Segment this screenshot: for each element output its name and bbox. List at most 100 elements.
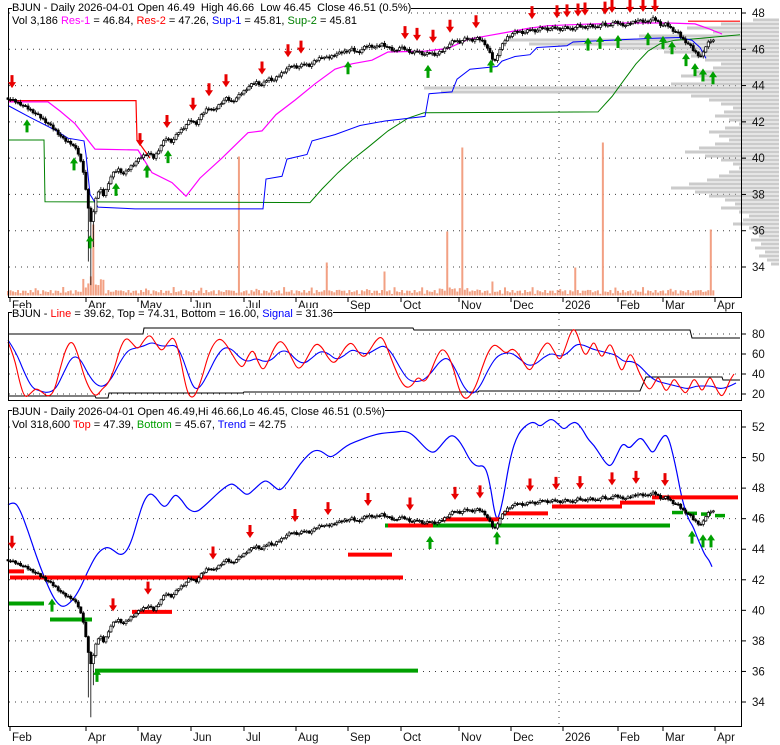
svg-text:May: May [140, 732, 162, 744]
header-segment: = 39.62, Top = 74.31, Bottom = 16.00, [71, 308, 263, 320]
svg-text:Sep: Sep [350, 300, 370, 312]
header-segment: Vol 318,600 [12, 419, 73, 431]
svg-text:Mar: Mar [665, 300, 685, 312]
bottom-panel-indicator-values: Vol 318,600 Top = 47.39, Bottom = 45.67,… [12, 419, 287, 432]
svg-text:2026: 2026 [565, 300, 591, 312]
resistance-level-segments [8, 495, 738, 614]
top-band-line [8, 327, 740, 339]
oscillator-line [7, 329, 735, 399]
sup2-line [8, 34, 741, 204]
header-segment: = 45.81 [316, 15, 357, 27]
support-dashes [672, 510, 725, 518]
gridlines [9, 12, 740, 268]
top-panel-indicator-values: Vol 3,186 Res-1 = 46.84, Res-2 = 47.26, … [12, 15, 357, 28]
svg-text:40: 40 [752, 605, 765, 617]
sup1-line [7, 36, 707, 210]
panel-frame [8, 8, 742, 298]
signal-line [7, 339, 737, 394]
svg-text:Jul: Jul [246, 732, 261, 744]
y-axis-labels: 80 60 40 20 [741, 329, 765, 401]
svg-text:42: 42 [752, 117, 765, 129]
y-axis-labels: 48 46 44 42 40 38 36 34 [741, 8, 765, 274]
volume-bars [7, 142, 715, 296]
svg-text:48: 48 [752, 8, 765, 20]
header-segment: = 45.81, [241, 15, 288, 27]
svg-text:20: 20 [752, 389, 765, 401]
header-segment: Sup-1 [212, 15, 242, 27]
top-panel-title: BJUN - Daily 2026-04-01 Open 46.49 High … [12, 2, 412, 15]
candlesticks [6, 15, 715, 286]
svg-text:Aug: Aug [298, 732, 318, 744]
trend-line [7, 418, 713, 607]
svg-text:60: 60 [752, 349, 765, 361]
volume-profile-histogram [424, 18, 779, 266]
svg-text:80: 80 [752, 329, 765, 341]
svg-text:34: 34 [752, 262, 765, 274]
svg-text:Apr: Apr [717, 300, 735, 312]
svg-text:Feb: Feb [12, 732, 32, 744]
svg-text:Mar: Mar [665, 732, 685, 744]
svg-text:Nov: Nov [461, 732, 482, 744]
svg-text:42: 42 [752, 575, 765, 587]
header-segment: = 42.75 [246, 419, 287, 431]
buy-arrows [48, 530, 715, 682]
header-segment: Res-1 [60, 15, 91, 27]
sell-arrows [8, 0, 659, 147]
overlay-lines [7, 20, 741, 210]
panel-frame [8, 312, 742, 401]
bottom-band-line [8, 376, 740, 399]
svg-text:46: 46 [752, 44, 765, 56]
gridlines [9, 426, 740, 703]
svg-text:Oct: Oct [403, 732, 422, 744]
bottom-price-panel: 52 50 48 46 44 42 40 38 36 34 Feb Apr May Jun Jul Aug Se… [6, 410, 765, 744]
svg-text:38: 38 [752, 636, 765, 648]
header-segment: BJUN - Daily 2026-04-01 Open 46.49,Hi 46… [12, 406, 385, 418]
header-segment: = 47.39, [90, 419, 137, 431]
svg-text:Feb: Feb [620, 300, 640, 312]
x-axis-labels: Feb Apr May Jun Jul Aug Sep Oct Nov Dec 2026 Feb Mar… [9, 726, 735, 744]
sell-arrows [8, 470, 669, 612]
svg-text:40: 40 [752, 369, 765, 381]
bottom-panel-title: BJUN - Daily 2026-04-01 Open 46.49,Hi 46… [12, 406, 385, 419]
svg-text:34: 34 [752, 697, 765, 709]
svg-text:Apr: Apr [717, 732, 735, 744]
header-segment: Trend [217, 419, 247, 431]
svg-text:Oct: Oct [403, 300, 422, 312]
buy-arrows [23, 32, 717, 249]
svg-text:Jun: Jun [193, 732, 212, 744]
header-segment: Res-2 [136, 15, 166, 27]
svg-text:40: 40 [752, 153, 765, 165]
header-segment: = 45.67, [171, 419, 218, 431]
header-segment: Bottom [136, 419, 172, 431]
oscillator-panel-title: BJUN - Line = 39.62, Top = 74.31, Bottom… [12, 308, 333, 321]
header-segment: = 31.36 [292, 308, 333, 320]
header-segment: Signal [262, 308, 293, 320]
svg-text:Dec: Dec [513, 732, 534, 744]
svg-text:44: 44 [752, 81, 765, 93]
res2-line-early [8, 99, 151, 159]
svg-text:38: 38 [752, 189, 765, 201]
svg-text:44: 44 [752, 544, 765, 556]
svg-text:Feb: Feb [620, 732, 640, 744]
svg-text:36: 36 [752, 666, 765, 678]
svg-text:2026: 2026 [565, 732, 591, 744]
header-segment: BJUN - Daily 2026-04-01 Open 46.49 High … [12, 2, 412, 14]
candlesticks [6, 489, 715, 718]
header-segment: Line [50, 308, 72, 320]
header-segment: Top [72, 419, 91, 431]
svg-text:36: 36 [752, 226, 765, 238]
header-segment: = 47.26, [165, 15, 212, 27]
svg-text:Dec: Dec [513, 300, 534, 312]
header-segment: Sup-2 [287, 15, 317, 27]
svg-text:52: 52 [752, 422, 765, 434]
svg-text:48: 48 [752, 483, 765, 495]
svg-text:Nov: Nov [461, 300, 482, 312]
y-axis-labels: 52 50 48 46 44 42 40 38 36 34 [741, 422, 765, 709]
svg-text:Sep: Sep [350, 732, 370, 744]
svg-text:Apr: Apr [88, 732, 106, 744]
oscillator-panel: 80 60 40 20 [7, 312, 765, 401]
svg-text:46: 46 [752, 514, 765, 526]
